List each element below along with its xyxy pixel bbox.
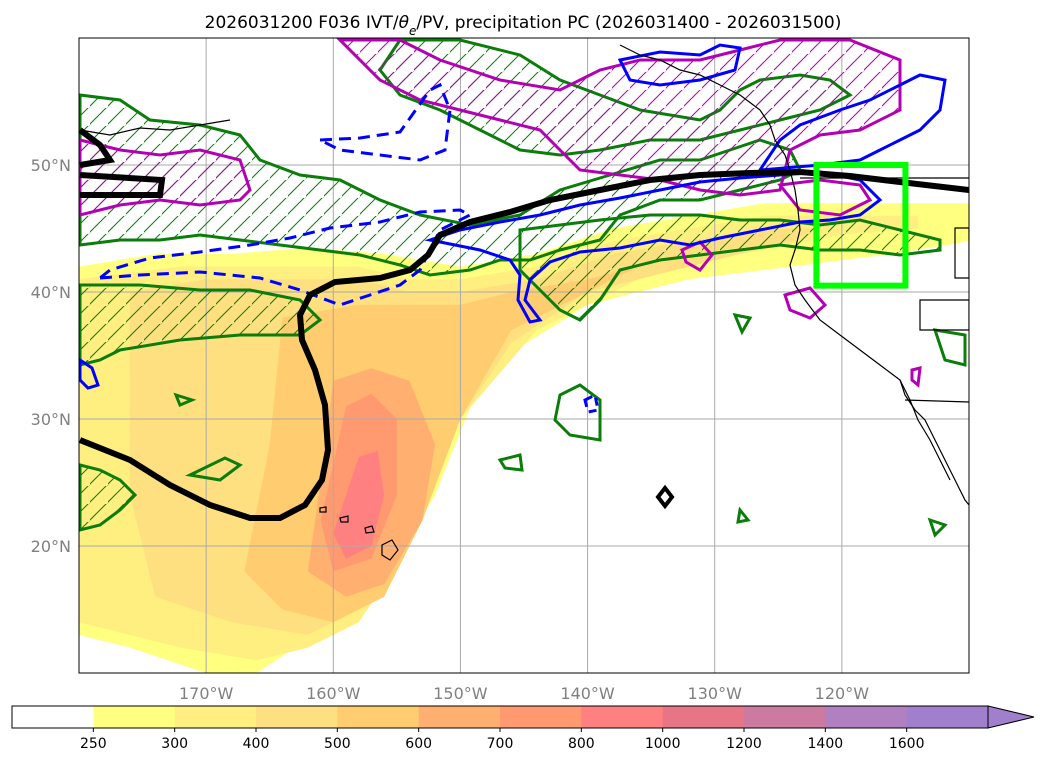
theta-e-region-west-tail <box>79 463 138 532</box>
blue-contour-northeast <box>757 73 947 172</box>
colorbar-tick-label: 600 <box>405 736 432 752</box>
colorbar-segment <box>418 706 501 728</box>
x-tick-label: 130°W <box>688 684 743 703</box>
coast-alaska-islands <box>619 44 761 111</box>
blue-dashed-small <box>583 392 600 414</box>
y-tick-label: 40°N <box>31 283 71 302</box>
x-axis-ticks: 170°W 160°W 150°W 140°W 130°W 120°W <box>179 684 869 703</box>
theta-e-contour-5 <box>927 517 948 538</box>
x-tick-label: 150°W <box>433 684 488 703</box>
colorbar-extend-arrow <box>987 705 1035 729</box>
colorbar-segment <box>581 706 664 728</box>
colorbar-segment <box>256 706 338 728</box>
map-area <box>79 38 969 673</box>
colorbar-tick-label: 800 <box>568 736 595 752</box>
ridge-axis-line <box>79 172 166 198</box>
colorbar-segment <box>662 706 745 728</box>
hawaii-oahu <box>339 515 349 523</box>
y-tick-label: 30°N <box>31 410 71 429</box>
blue-contour-top <box>617 43 742 87</box>
blue-contour-west <box>79 357 100 390</box>
colorbar-tick-label: 400 <box>243 736 270 752</box>
colorbar-tick-label: 500 <box>324 736 351 752</box>
colorbar-segment <box>93 706 176 728</box>
pv-region-north <box>336 38 902 197</box>
colorbar-segment <box>500 706 582 728</box>
colorbar-segment <box>337 706 420 728</box>
ridge-axis-main <box>79 168 969 521</box>
map-frame <box>78 37 970 674</box>
pv-contour-3 <box>910 366 922 388</box>
coastlines <box>79 44 969 561</box>
theta-e-contour-4 <box>732 312 753 336</box>
colorbar: 250 300 400 500 600 700 800 1000 1200 1400 1600 <box>11 705 1035 752</box>
colorbar-segment <box>12 706 94 728</box>
chart-title: 2026031200 F036 IVT/θe/PV, precipitation… <box>205 13 842 38</box>
colorbar-segment <box>825 706 908 728</box>
colorbar-tick-label: 1200 <box>726 736 762 752</box>
border-us-mexico <box>904 399 969 403</box>
colorbar-segment <box>744 706 826 728</box>
blue-dashed-contour <box>95 208 474 307</box>
y-tick-label: 20°N <box>31 537 71 556</box>
colorbar-tick-label: 1600 <box>889 736 925 752</box>
colorbar-segment <box>174 706 257 728</box>
colorbar-tick-label: 1400 <box>808 736 844 752</box>
theta-e-contour-6 <box>736 506 751 524</box>
theta-e-contour-3 <box>497 453 524 472</box>
colorbar-tick-label: 250 <box>80 736 107 752</box>
theta-e-contour-2 <box>185 456 243 482</box>
state-border-1 <box>954 227 969 279</box>
state-border-2 <box>919 299 969 331</box>
blue-contour-east <box>424 170 883 324</box>
ridge-axis-northwest <box>79 127 116 168</box>
theta-e-contour-7 <box>173 392 197 407</box>
x-tick-label: 170°W <box>179 684 234 703</box>
aleutian-chain <box>79 119 231 136</box>
coast-north-america <box>759 109 969 506</box>
colorbar-tick-label: 1000 <box>645 736 681 752</box>
y-tick-label: 50°N <box>31 156 71 175</box>
theta-e-contour-8 <box>932 328 967 367</box>
hawaii-big-island <box>381 539 399 561</box>
blue-dashed-contour-north <box>314 82 452 162</box>
theta-e-contour-1 <box>553 383 602 442</box>
hawaii-maui <box>364 525 375 534</box>
coast-baja <box>899 379 951 481</box>
theta-e-region-east <box>518 213 942 322</box>
x-tick-label: 140°W <box>560 684 615 703</box>
small-closed-contour <box>655 484 675 510</box>
pv-negative-contours <box>79 43 947 414</box>
pv-contour-4 <box>777 178 873 217</box>
colorbar-tick-label: 700 <box>487 736 514 752</box>
highlight-box <box>813 162 909 289</box>
pv-contour-2 <box>783 286 828 320</box>
x-tick-label: 120°W <box>815 684 870 703</box>
hawaii-kauai <box>319 506 327 513</box>
x-tick-label: 160°W <box>306 684 361 703</box>
colorbar-tick-label: 300 <box>161 736 188 752</box>
y-axis-ticks: 20°N 30°N 40°N 50°N <box>31 156 71 556</box>
colorbar-segment <box>906 706 989 728</box>
